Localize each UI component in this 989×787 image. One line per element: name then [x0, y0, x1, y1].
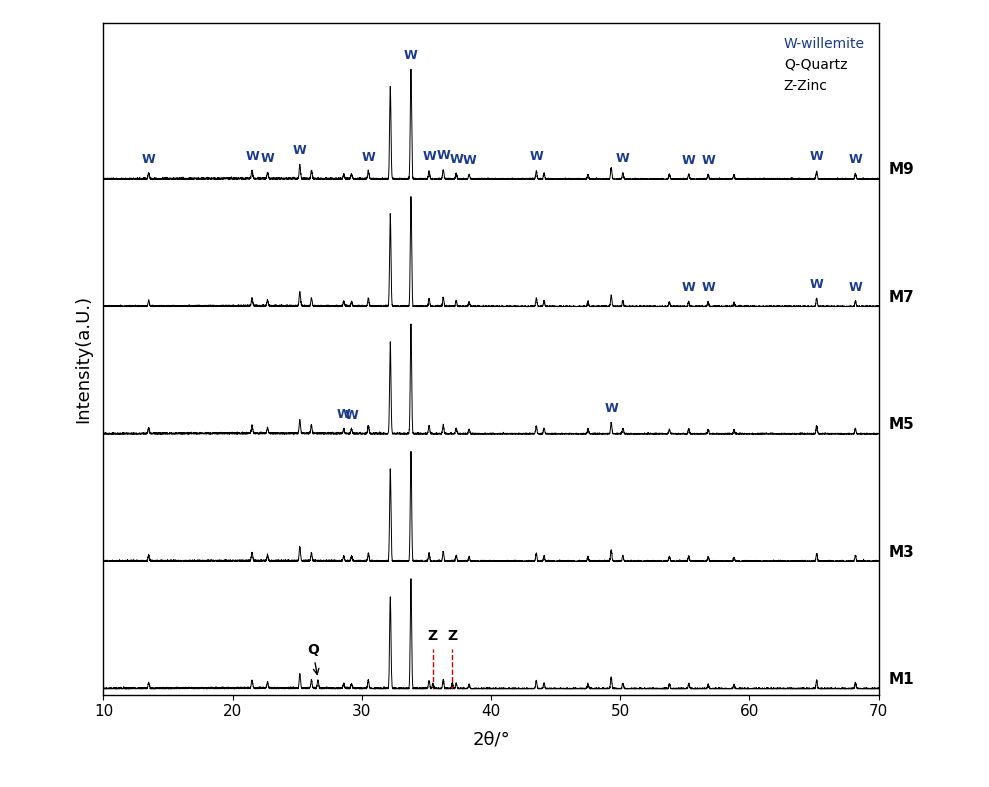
Text: Z: Z — [447, 629, 457, 643]
Text: W: W — [529, 150, 543, 163]
Text: M9: M9 — [889, 162, 915, 178]
Text: W: W — [849, 281, 862, 294]
Y-axis label: Intensity(a.U.): Intensity(a.U.) — [74, 294, 92, 423]
Text: M7: M7 — [889, 290, 915, 305]
Text: W: W — [701, 154, 715, 168]
Text: M3: M3 — [889, 545, 915, 560]
Text: W: W — [405, 49, 417, 61]
Text: M1: M1 — [889, 672, 915, 687]
Text: W: W — [261, 152, 274, 165]
Text: W: W — [681, 153, 695, 167]
Text: W: W — [449, 153, 463, 166]
Text: W: W — [337, 408, 351, 421]
Text: W: W — [604, 402, 618, 415]
Text: W: W — [681, 281, 695, 294]
Text: W: W — [436, 150, 450, 162]
Text: M5: M5 — [889, 417, 915, 432]
Text: Q: Q — [307, 643, 318, 674]
Text: W: W — [849, 153, 862, 166]
Text: W: W — [245, 150, 259, 163]
Text: W: W — [701, 281, 715, 294]
Text: W: W — [293, 144, 307, 157]
Text: Z: Z — [428, 630, 438, 643]
Text: W: W — [422, 150, 436, 164]
Text: W: W — [361, 150, 375, 164]
Text: W: W — [810, 150, 824, 164]
Legend: W-willemite, Q-Quartz, Z-Zinc: W-willemite, Q-Quartz, Z-Zinc — [776, 30, 871, 100]
Text: W: W — [810, 278, 824, 290]
Text: W: W — [462, 154, 476, 167]
X-axis label: 2θ/°: 2θ/° — [472, 730, 510, 748]
Text: W: W — [616, 152, 630, 165]
Text: W: W — [141, 153, 155, 165]
Text: W: W — [344, 408, 358, 422]
